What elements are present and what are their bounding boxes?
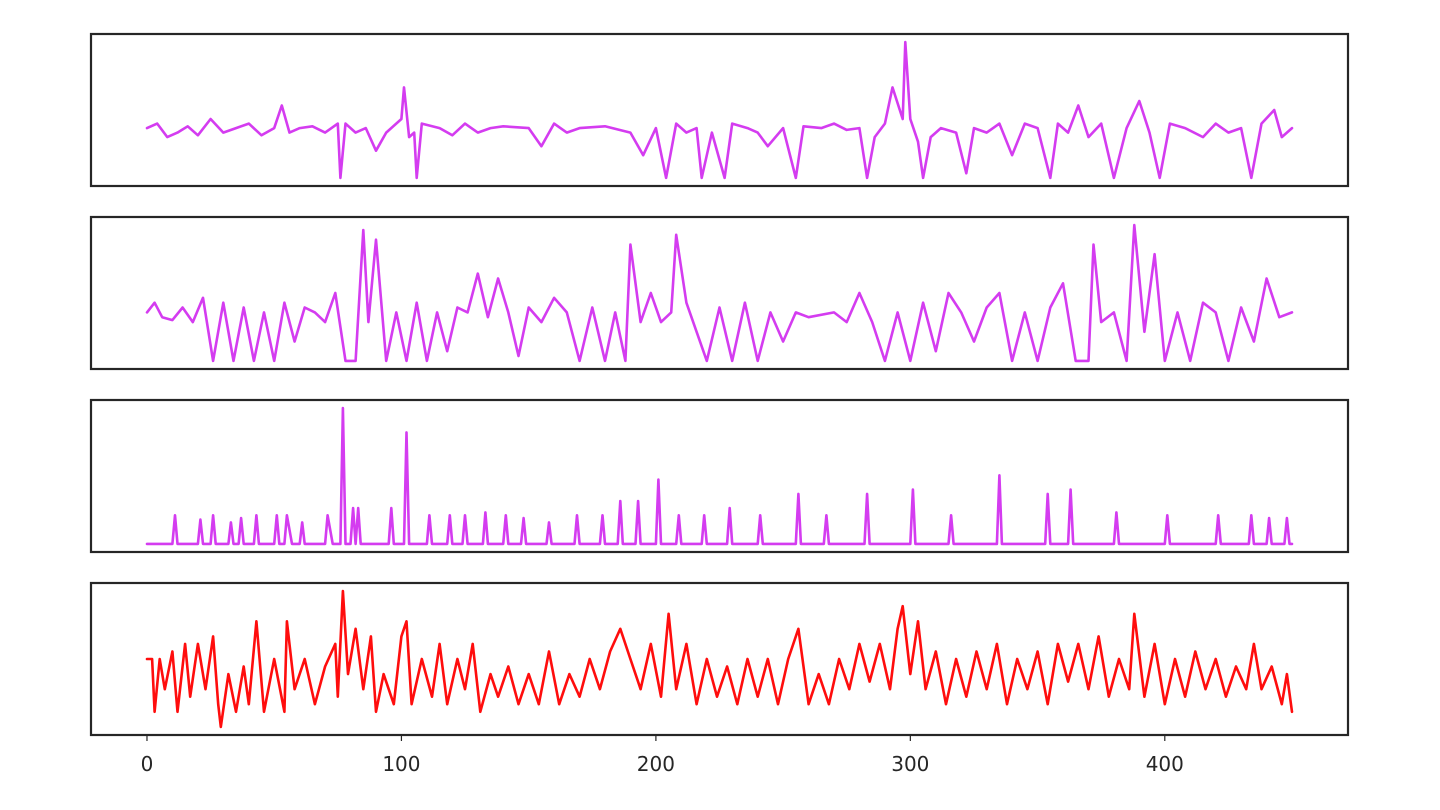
series-line — [145, 223, 1294, 363]
subplot-4 — [89, 581, 1350, 737]
subplot-3 — [89, 398, 1350, 554]
x-axis: 0 100 200 300 400 — [141, 735, 1184, 776]
series-line — [145, 406, 1294, 546]
x-tick-label: 200 — [637, 752, 675, 776]
subplot-1 — [89, 32, 1350, 188]
x-tick-label: 300 — [891, 752, 929, 776]
subplot-2 — [89, 215, 1350, 371]
x-tick-label: 0 — [141, 752, 154, 776]
series-line — [145, 589, 1294, 729]
subplot-frame — [89, 215, 1350, 371]
x-tick-label: 100 — [382, 752, 420, 776]
series-line — [145, 40, 1294, 180]
subplot-frame — [89, 32, 1350, 188]
subplot-frame — [89, 581, 1350, 737]
subplot-frame — [89, 398, 1350, 554]
x-tick-label: 400 — [1146, 752, 1184, 776]
subplot-stack — [89, 32, 1350, 737]
